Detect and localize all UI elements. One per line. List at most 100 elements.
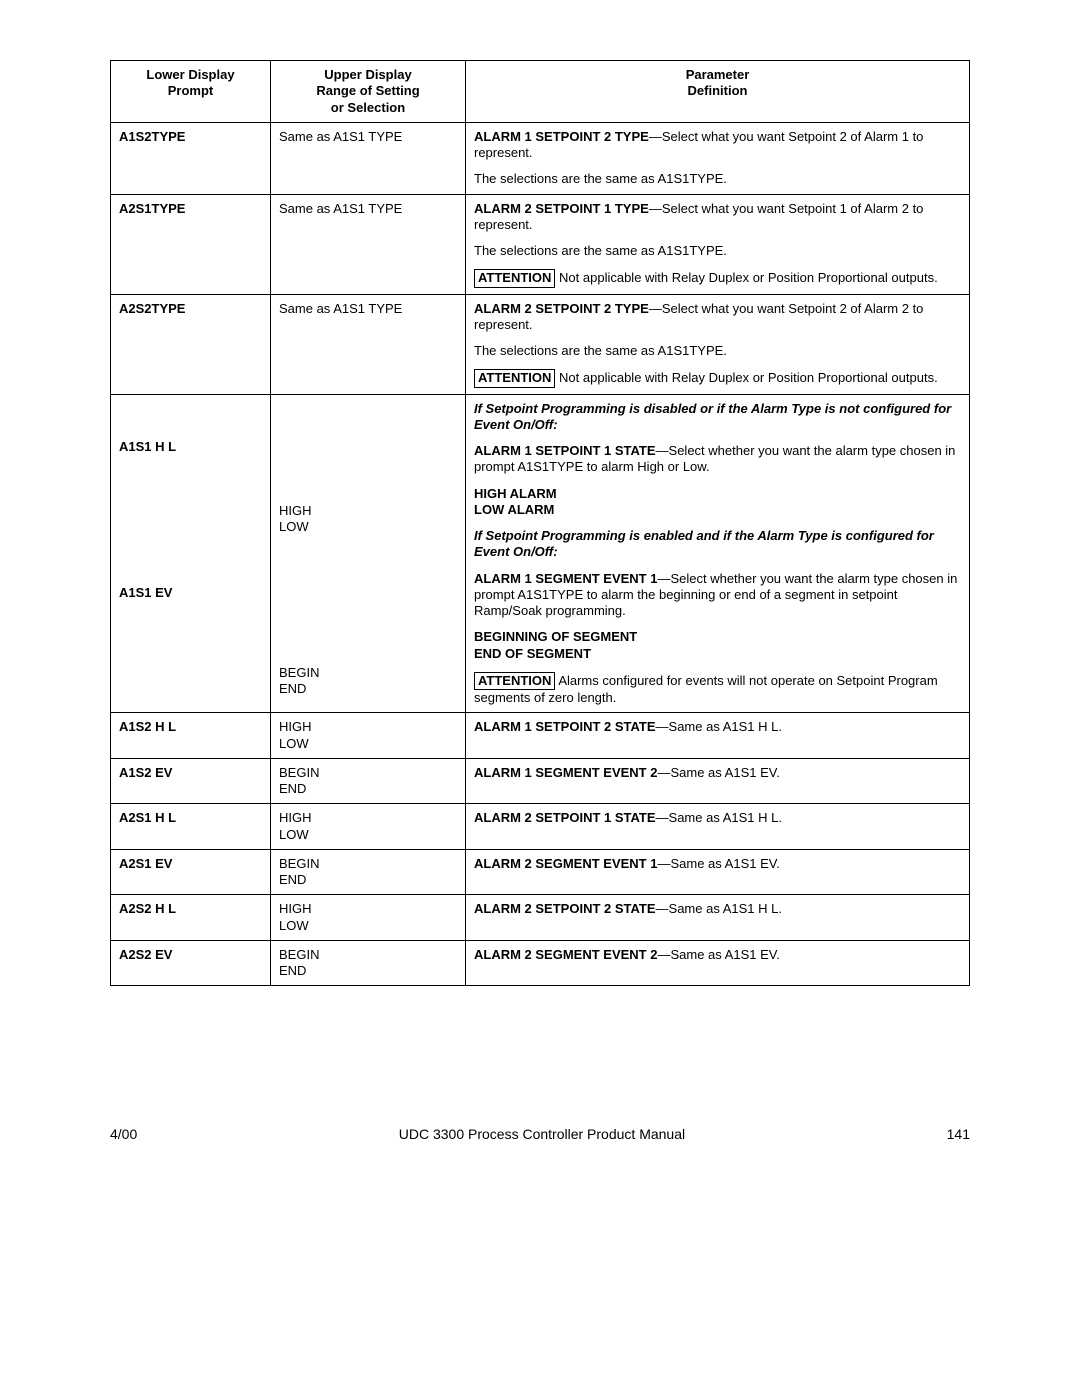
attention-text: Not applicable with Relay Duplex or Posi…	[555, 270, 937, 285]
attention-text: Not applicable with Relay Duplex or Posi…	[555, 370, 937, 385]
range-text: BEGIN	[279, 665, 319, 680]
table-row: A2S2TYPE Same as A1S1 TYPE ALARM 2 SETPO…	[111, 294, 970, 394]
range-text: HIGH	[279, 901, 312, 916]
range-cell: HIGH LOW BEGIN END	[271, 394, 466, 713]
prompt-cell: A1S2 EV	[111, 758, 271, 804]
def-bold: ALARM 1 SEGMENT EVENT 1	[474, 571, 657, 586]
definition-cell: ALARM 2 SEGMENT EVENT 1—Same as A1S1 EV.	[466, 849, 970, 895]
def-text: —Same as A1S1 H L.	[656, 810, 782, 825]
table-row: A1S2TYPE Same as A1S1 TYPE ALARM 1 SETPO…	[111, 122, 970, 194]
range-text: END	[279, 872, 306, 887]
table-row: A2S1 EV BEGIN END ALARM 2 SEGMENT EVENT …	[111, 849, 970, 895]
def-text: —Same as A1S1 H L.	[656, 901, 782, 916]
def-italic: If Setpoint Programming is disabled or i…	[474, 401, 961, 434]
range-cell: Same as A1S1 TYPE	[271, 194, 466, 294]
range-cell: BEGIN END	[271, 758, 466, 804]
prompt-cell: A2S2TYPE	[111, 294, 271, 394]
def-bold: ALARM 2 SETPOINT 1 TYPE	[474, 201, 649, 216]
def-text: —Same as A1S1 EV.	[657, 856, 779, 871]
def-text: —Same as A1S1 H L.	[656, 719, 782, 734]
table-row: A2S1 H L HIGH LOW ALARM 2 SETPOINT 1 STA…	[111, 804, 970, 850]
range-text: END	[279, 781, 306, 796]
footer-date: 4/00	[110, 1126, 137, 1142]
prompt-cell: A2S1 EV	[111, 849, 271, 895]
range-cell: BEGIN END	[271, 849, 466, 895]
range-cell: BEGIN END	[271, 940, 466, 986]
def-bold: BEGINNING OF SEGMENT	[474, 629, 637, 644]
page-footer: 4/00 UDC 3300 Process Controller Product…	[110, 1126, 970, 1142]
def-text: —Same as A1S1 EV.	[657, 765, 779, 780]
table-header-row: Lower Display Prompt Upper Display Range…	[111, 61, 970, 123]
range-text: BEGIN	[279, 856, 319, 871]
table-row: A1S2 H L HIGH LOW ALARM 1 SETPOINT 2 STA…	[111, 713, 970, 759]
header-col1: Lower Display Prompt	[111, 61, 271, 123]
definition-cell: ALARM 2 SEGMENT EVENT 2—Same as A1S1 EV.	[466, 940, 970, 986]
def-bold: ALARM 2 SEGMENT EVENT 2	[474, 947, 657, 962]
def-text: The selections are the same as A1S1TYPE.	[474, 343, 961, 359]
range-cell: HIGH LOW	[271, 804, 466, 850]
def-bold: END OF SEGMENT	[474, 646, 591, 661]
parameter-table: Lower Display Prompt Upper Display Range…	[110, 60, 970, 986]
range-text: HIGH	[279, 810, 312, 825]
range-text: LOW	[279, 918, 309, 933]
header-text: or Selection	[331, 100, 405, 115]
range-cell: HIGH LOW	[271, 713, 466, 759]
range-text: HIGH	[279, 719, 312, 734]
definition-cell: ALARM 2 SETPOINT 2 STATE—Same as A1S1 H …	[466, 895, 970, 941]
prompt-cell: A2S2 EV	[111, 940, 271, 986]
header-col2: Upper Display Range of Setting or Select…	[271, 61, 466, 123]
definition-cell: ALARM 2 SETPOINT 2 TYPE—Select what you …	[466, 294, 970, 394]
range-cell: HIGH LOW	[271, 895, 466, 941]
header-col3: Parameter Definition	[466, 61, 970, 123]
prompt-cell: A1S2TYPE	[111, 122, 271, 194]
prompt-cell: A1S1 H L A1S1 EV	[111, 394, 271, 713]
footer-page-number: 141	[947, 1126, 970, 1142]
def-text: —Same as A1S1 EV.	[657, 947, 779, 962]
footer-title: UDC 3300 Process Controller Product Manu…	[399, 1126, 685, 1142]
range-text: LOW	[279, 519, 309, 534]
range-cell: Same as A1S1 TYPE	[271, 294, 466, 394]
header-text: Lower Display	[146, 67, 234, 82]
table-row: A2S2 EV BEGIN END ALARM 2 SEGMENT EVENT …	[111, 940, 970, 986]
header-text: Parameter	[686, 67, 750, 82]
header-text: Definition	[688, 83, 748, 98]
table-row: A1S2 EV BEGIN END ALARM 1 SEGMENT EVENT …	[111, 758, 970, 804]
def-bold: ALARM 2 SETPOINT 2 STATE	[474, 901, 656, 916]
header-text: Upper Display	[324, 67, 411, 82]
definition-cell: ALARM 1 SEGMENT EVENT 2—Same as A1S1 EV.	[466, 758, 970, 804]
def-bold: ALARM 2 SETPOINT 2 TYPE	[474, 301, 649, 316]
def-bold: ALARM 1 SETPOINT 2 STATE	[474, 719, 656, 734]
definition-cell: If Setpoint Programming is disabled or i…	[466, 394, 970, 713]
def-bold: ALARM 2 SETPOINT 1 STATE	[474, 810, 656, 825]
attention-box: ATTENTION	[474, 269, 555, 287]
prompt-cell: A2S1 H L	[111, 804, 271, 850]
def-text: The selections are the same as A1S1TYPE.	[474, 243, 961, 259]
prompt-cell: A2S2 H L	[111, 895, 271, 941]
prompt-text: A1S1 EV	[119, 585, 172, 600]
range-text: BEGIN	[279, 947, 319, 962]
range-text: HIGH	[279, 503, 312, 518]
def-bold: HIGH ALARM	[474, 486, 557, 501]
prompt-text: A1S1 H L	[119, 439, 176, 454]
table-row: A1S1 H L A1S1 EV HIGH LOW BEGIN END If S…	[111, 394, 970, 713]
def-bold: LOW ALARM	[474, 502, 554, 517]
def-bold: ALARM 1 SETPOINT 2 TYPE	[474, 129, 649, 144]
header-text: Range of Setting	[316, 83, 419, 98]
definition-cell: ALARM 1 SETPOINT 2 STATE—Same as A1S1 H …	[466, 713, 970, 759]
range-text: LOW	[279, 827, 309, 842]
header-text: Prompt	[168, 83, 214, 98]
attention-box: ATTENTION	[474, 672, 555, 690]
range-text: LOW	[279, 736, 309, 751]
table-row: A2S1TYPE Same as A1S1 TYPE ALARM 2 SETPO…	[111, 194, 970, 294]
prompt-cell: A2S1TYPE	[111, 194, 271, 294]
def-italic: If Setpoint Programming is enabled and i…	[474, 528, 961, 561]
table-row: A2S2 H L HIGH LOW ALARM 2 SETPOINT 2 STA…	[111, 895, 970, 941]
range-text: BEGIN	[279, 765, 319, 780]
def-bold: ALARM 2 SEGMENT EVENT 1	[474, 856, 657, 871]
definition-cell: ALARM 2 SETPOINT 1 TYPE—Select what you …	[466, 194, 970, 294]
def-bold: ALARM 1 SEGMENT EVENT 2	[474, 765, 657, 780]
prompt-cell: A1S2 H L	[111, 713, 271, 759]
def-text: The selections are the same as A1S1TYPE.	[474, 171, 961, 187]
def-bold: ALARM 1 SETPOINT 1 STATE	[474, 443, 656, 458]
range-cell: Same as A1S1 TYPE	[271, 122, 466, 194]
